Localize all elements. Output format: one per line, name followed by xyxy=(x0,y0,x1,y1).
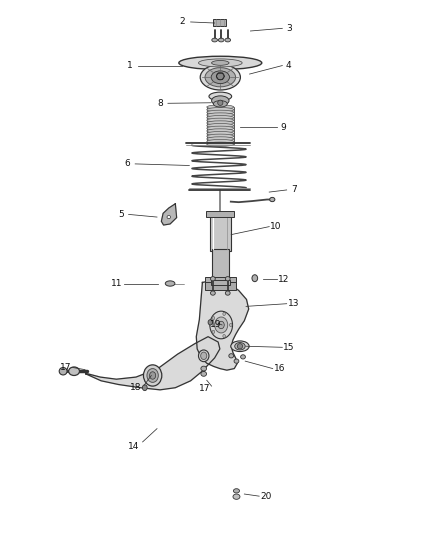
Ellipse shape xyxy=(211,71,230,84)
Text: 4: 4 xyxy=(285,61,291,70)
Ellipse shape xyxy=(167,215,170,219)
Ellipse shape xyxy=(69,367,80,375)
Text: 1: 1 xyxy=(127,61,132,70)
Ellipse shape xyxy=(207,116,234,120)
Ellipse shape xyxy=(207,124,234,128)
Polygon shape xyxy=(86,337,220,390)
Ellipse shape xyxy=(215,317,228,333)
FancyBboxPatch shape xyxy=(205,282,236,290)
Ellipse shape xyxy=(216,72,224,80)
Polygon shape xyxy=(196,281,249,370)
Text: 18: 18 xyxy=(130,383,142,392)
Ellipse shape xyxy=(147,368,158,382)
Ellipse shape xyxy=(211,291,215,295)
Ellipse shape xyxy=(207,113,234,117)
Ellipse shape xyxy=(230,324,232,327)
Ellipse shape xyxy=(218,100,223,106)
Ellipse shape xyxy=(223,312,226,316)
Ellipse shape xyxy=(59,368,67,375)
Ellipse shape xyxy=(223,335,226,338)
Text: 14: 14 xyxy=(128,442,140,451)
Ellipse shape xyxy=(207,118,234,123)
Text: 11: 11 xyxy=(111,279,122,288)
Text: 17: 17 xyxy=(60,363,71,372)
Ellipse shape xyxy=(144,365,162,386)
Ellipse shape xyxy=(219,38,224,42)
Ellipse shape xyxy=(229,354,233,358)
FancyBboxPatch shape xyxy=(206,211,234,216)
Text: 10: 10 xyxy=(270,222,282,231)
Ellipse shape xyxy=(233,489,240,493)
Ellipse shape xyxy=(237,344,243,349)
Ellipse shape xyxy=(240,355,245,359)
Text: 15: 15 xyxy=(283,343,295,352)
Ellipse shape xyxy=(225,38,230,42)
Ellipse shape xyxy=(225,291,230,295)
FancyBboxPatch shape xyxy=(212,249,229,280)
Ellipse shape xyxy=(201,372,207,376)
FancyBboxPatch shape xyxy=(211,280,230,285)
Text: 2: 2 xyxy=(179,18,185,27)
Ellipse shape xyxy=(212,317,215,320)
Ellipse shape xyxy=(233,494,240,499)
Text: 9: 9 xyxy=(281,123,286,132)
Polygon shape xyxy=(161,204,177,225)
Ellipse shape xyxy=(207,132,234,136)
Ellipse shape xyxy=(208,320,212,325)
Ellipse shape xyxy=(207,126,234,131)
Ellipse shape xyxy=(165,281,175,286)
Ellipse shape xyxy=(201,352,207,360)
Ellipse shape xyxy=(231,341,249,352)
Ellipse shape xyxy=(200,64,240,90)
Ellipse shape xyxy=(198,350,209,362)
Text: 20: 20 xyxy=(261,491,272,500)
Ellipse shape xyxy=(218,321,224,329)
Text: 17: 17 xyxy=(199,384,211,393)
Ellipse shape xyxy=(212,330,215,334)
Text: 5: 5 xyxy=(118,210,124,219)
Text: 8: 8 xyxy=(157,99,163,108)
Ellipse shape xyxy=(234,359,239,364)
Ellipse shape xyxy=(207,137,234,141)
Text: 12: 12 xyxy=(278,274,290,284)
Ellipse shape xyxy=(212,96,229,106)
Text: 6: 6 xyxy=(124,159,130,168)
FancyBboxPatch shape xyxy=(205,277,236,284)
Ellipse shape xyxy=(212,61,229,65)
Ellipse shape xyxy=(150,372,155,379)
Ellipse shape xyxy=(235,343,245,350)
Ellipse shape xyxy=(211,277,215,281)
FancyBboxPatch shape xyxy=(210,214,231,251)
Ellipse shape xyxy=(207,105,234,109)
Ellipse shape xyxy=(270,197,275,201)
Ellipse shape xyxy=(142,385,147,391)
Ellipse shape xyxy=(209,92,232,101)
Ellipse shape xyxy=(213,101,227,107)
Ellipse shape xyxy=(205,68,236,87)
Ellipse shape xyxy=(207,140,234,144)
Text: 19: 19 xyxy=(210,320,221,329)
Ellipse shape xyxy=(207,142,234,147)
Ellipse shape xyxy=(179,56,262,69)
Ellipse shape xyxy=(212,38,218,42)
Text: 13: 13 xyxy=(288,299,300,308)
Ellipse shape xyxy=(207,121,234,125)
Text: 3: 3 xyxy=(286,24,292,33)
Ellipse shape xyxy=(207,129,234,133)
Text: 7: 7 xyxy=(291,185,297,195)
Ellipse shape xyxy=(198,59,242,67)
Ellipse shape xyxy=(201,366,207,371)
Ellipse shape xyxy=(210,311,233,339)
Ellipse shape xyxy=(207,110,234,115)
Text: 16: 16 xyxy=(274,364,286,373)
Ellipse shape xyxy=(252,274,258,281)
Ellipse shape xyxy=(207,134,234,139)
Ellipse shape xyxy=(207,108,234,112)
FancyBboxPatch shape xyxy=(213,19,226,26)
Ellipse shape xyxy=(225,277,230,281)
